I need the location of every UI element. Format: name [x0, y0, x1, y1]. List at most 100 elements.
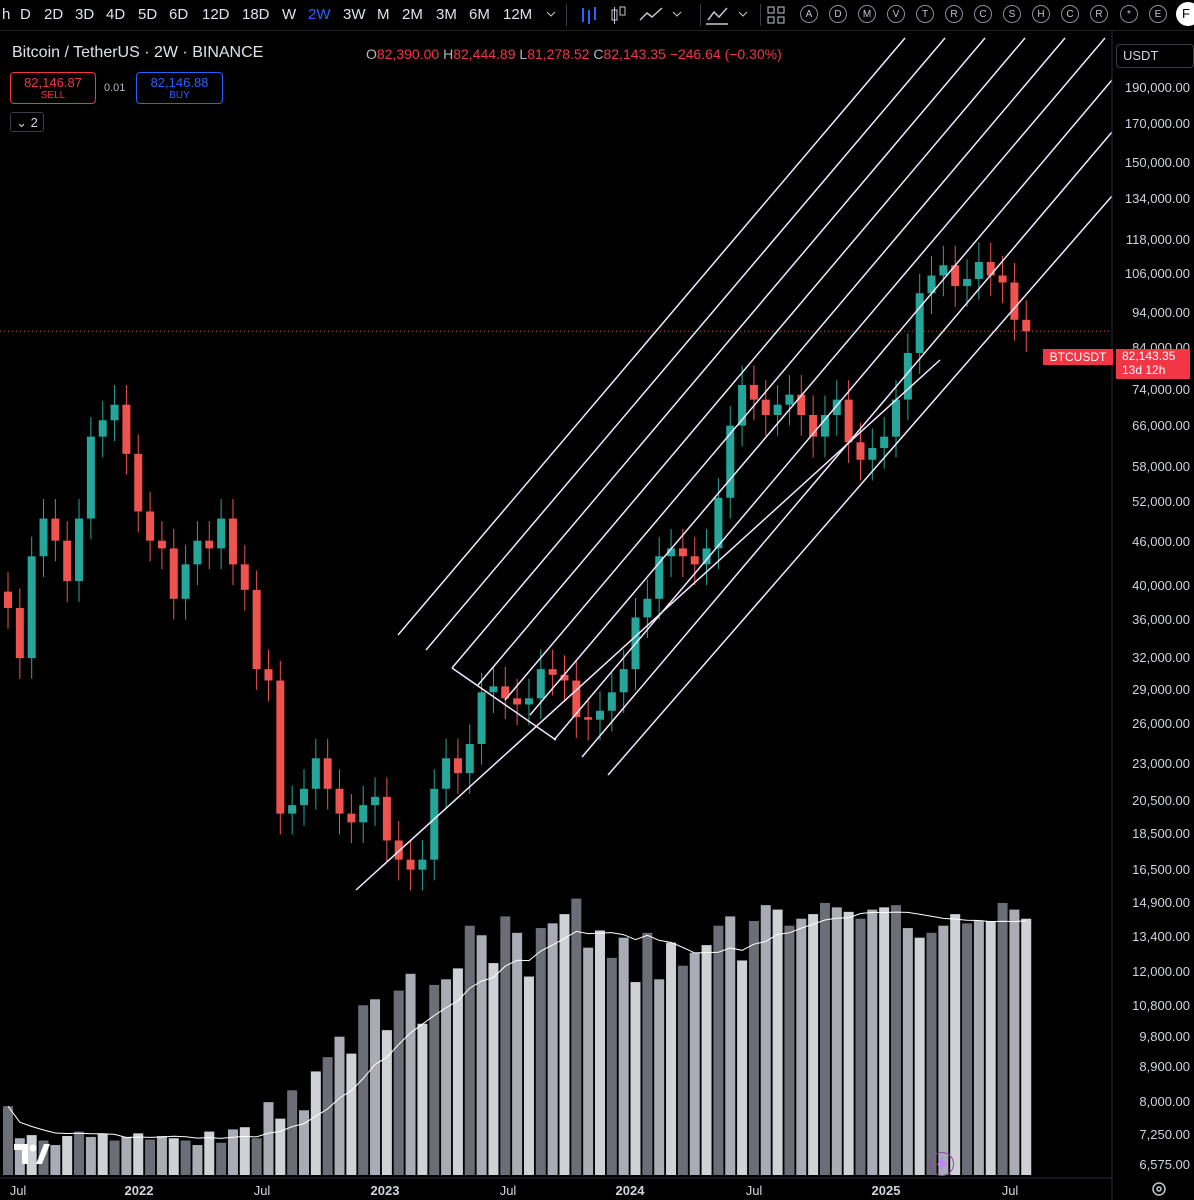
price-axis-label: 6,575.00: [1139, 1157, 1190, 1172]
c-label: C: [593, 46, 604, 62]
indicator-badge-7[interactable]: S: [1003, 5, 1021, 23]
toolbar-separator: [760, 4, 761, 26]
volume-bar: [630, 982, 641, 1175]
volume-bar: [251, 1138, 262, 1175]
volume-bar: [677, 965, 688, 1175]
volume-bar: [263, 1102, 274, 1175]
indicator-badge-12[interactable]: E: [1149, 5, 1167, 23]
symbol-title[interactable]: Bitcoin / TetherUS · 2W · BINANCE: [12, 44, 264, 61]
chevron-down-icon[interactable]: [670, 4, 684, 29]
channel-line: [529, 37, 1106, 716]
currency-selector[interactable]: USDT: [1116, 44, 1194, 68]
candle-body: [726, 425, 735, 498]
timeframe-3w[interactable]: 3W: [343, 6, 366, 23]
volume-bar: [595, 930, 605, 1175]
price-axis-label: 106,000.00: [1125, 266, 1190, 281]
volume-bar: [902, 928, 913, 1175]
line-chart-icon[interactable]: [638, 4, 664, 31]
candle-body: [134, 453, 143, 512]
timeframe-6d[interactable]: 6D: [169, 6, 189, 23]
timeframe-2d[interactable]: 2D: [44, 6, 64, 23]
volume-bar: [429, 984, 440, 1175]
volume-bars: [3, 898, 1032, 1175]
volume-bar: [476, 935, 487, 1175]
settings-gear-icon[interactable]: [1150, 1180, 1168, 1198]
indicator-badge-0[interactable]: A: [800, 5, 818, 23]
candle-body: [477, 692, 486, 744]
buy-button[interactable]: 82,146.88 BUY: [136, 72, 223, 104]
volume-bar: [523, 976, 534, 1175]
timeframe-h[interactable]: h: [2, 6, 11, 23]
timeframe-m[interactable]: M: [377, 6, 390, 23]
candle-body: [607, 692, 616, 711]
volume-bar: [133, 1133, 144, 1175]
volume-bar: [879, 907, 890, 1175]
timeframe-2m[interactable]: 2M: [402, 6, 423, 23]
indicator-badge-2[interactable]: M: [858, 5, 876, 23]
indicators-toggle[interactable]: ⌄ 2: [10, 112, 44, 132]
volume-bar: [547, 923, 558, 1175]
volume-bar: [997, 902, 1008, 1175]
timeframe-d[interactable]: D: [20, 6, 31, 23]
timeframe-12m[interactable]: 12M: [503, 6, 533, 23]
candle-body: [892, 399, 900, 437]
price-axis-label: 20,500.00: [1132, 793, 1190, 808]
candle-body: [15, 607, 24, 659]
l-value: 81,278.52: [527, 46, 590, 62]
bar-chart-icon[interactable]: [578, 4, 600, 31]
chevron-down-icon: ⌄: [16, 115, 28, 130]
timeframe-3d[interactable]: 3D: [75, 6, 95, 23]
volume-bar: [180, 1140, 191, 1175]
candle-body: [548, 669, 557, 675]
price-axis-label: 8,900.00: [1139, 1059, 1190, 1074]
volume-bar: [819, 902, 830, 1175]
timeframe-2w[interactable]: 2W: [308, 6, 331, 23]
corner-badge[interactable]: F: [1176, 2, 1194, 26]
indicator-badge-5[interactable]: R: [945, 5, 963, 23]
timeframe-6m[interactable]: 6M: [469, 6, 490, 23]
chevron-down-icon[interactable]: [544, 4, 558, 29]
volume-bar: [891, 905, 901, 1175]
price-axis-label: 36,000.00: [1132, 612, 1190, 627]
candle-chart-icon[interactable]: [608, 4, 630, 31]
indicator-badge-1[interactable]: D: [829, 5, 847, 23]
layout-grid-icon[interactable]: [765, 4, 787, 31]
candle-body: [702, 548, 711, 565]
candle-body: [986, 261, 995, 276]
h-label: H: [443, 46, 454, 62]
volume-bar: [85, 1136, 96, 1175]
timeframe-w[interactable]: W: [282, 6, 297, 23]
chevron-down-icon[interactable]: [736, 4, 750, 29]
timeframe-18d[interactable]: 18D: [242, 6, 270, 23]
price-axis-label: 23,000.00: [1132, 756, 1190, 771]
volume-bar: [275, 1118, 286, 1175]
price-axis-label: 26,000.00: [1132, 716, 1190, 731]
indicator-badge-9[interactable]: C: [1061, 5, 1079, 23]
timeframe-3m[interactable]: 3M: [436, 6, 457, 23]
indicator-badge-11[interactable]: *: [1120, 5, 1138, 23]
price-axis-label: 10,800.00: [1132, 998, 1190, 1013]
candle-body: [844, 399, 853, 443]
candle-body: [714, 497, 723, 549]
candle-body: [619, 669, 628, 693]
timeframe-5d[interactable]: 5D: [138, 6, 158, 23]
indicator-badge-10[interactable]: R: [1090, 5, 1108, 23]
timeframe-12d[interactable]: 12D: [202, 6, 230, 23]
indicators-icon[interactable]: [704, 4, 730, 31]
candle-body: [371, 796, 380, 806]
price-axis-label: 7,250.00: [1139, 1127, 1190, 1142]
indicator-badge-3[interactable]: V: [887, 5, 905, 23]
indicator-badge-4[interactable]: T: [916, 5, 934, 23]
candle-body: [276, 680, 285, 814]
tradingview-logo-icon[interactable]: [14, 1140, 50, 1168]
c-value: 82,143.35: [603, 46, 666, 62]
volume-bar: [464, 925, 475, 1175]
sell-button[interactable]: 82,146.87 SELL: [10, 72, 96, 104]
candle-body: [1022, 319, 1031, 332]
timeframe-4d[interactable]: 4D: [106, 6, 126, 23]
replay-lightning-icon[interactable]: [930, 1152, 954, 1176]
indicator-badge-8[interactable]: H: [1032, 5, 1050, 23]
indicator-badge-6[interactable]: C: [974, 5, 992, 23]
candle-body: [501, 686, 510, 699]
